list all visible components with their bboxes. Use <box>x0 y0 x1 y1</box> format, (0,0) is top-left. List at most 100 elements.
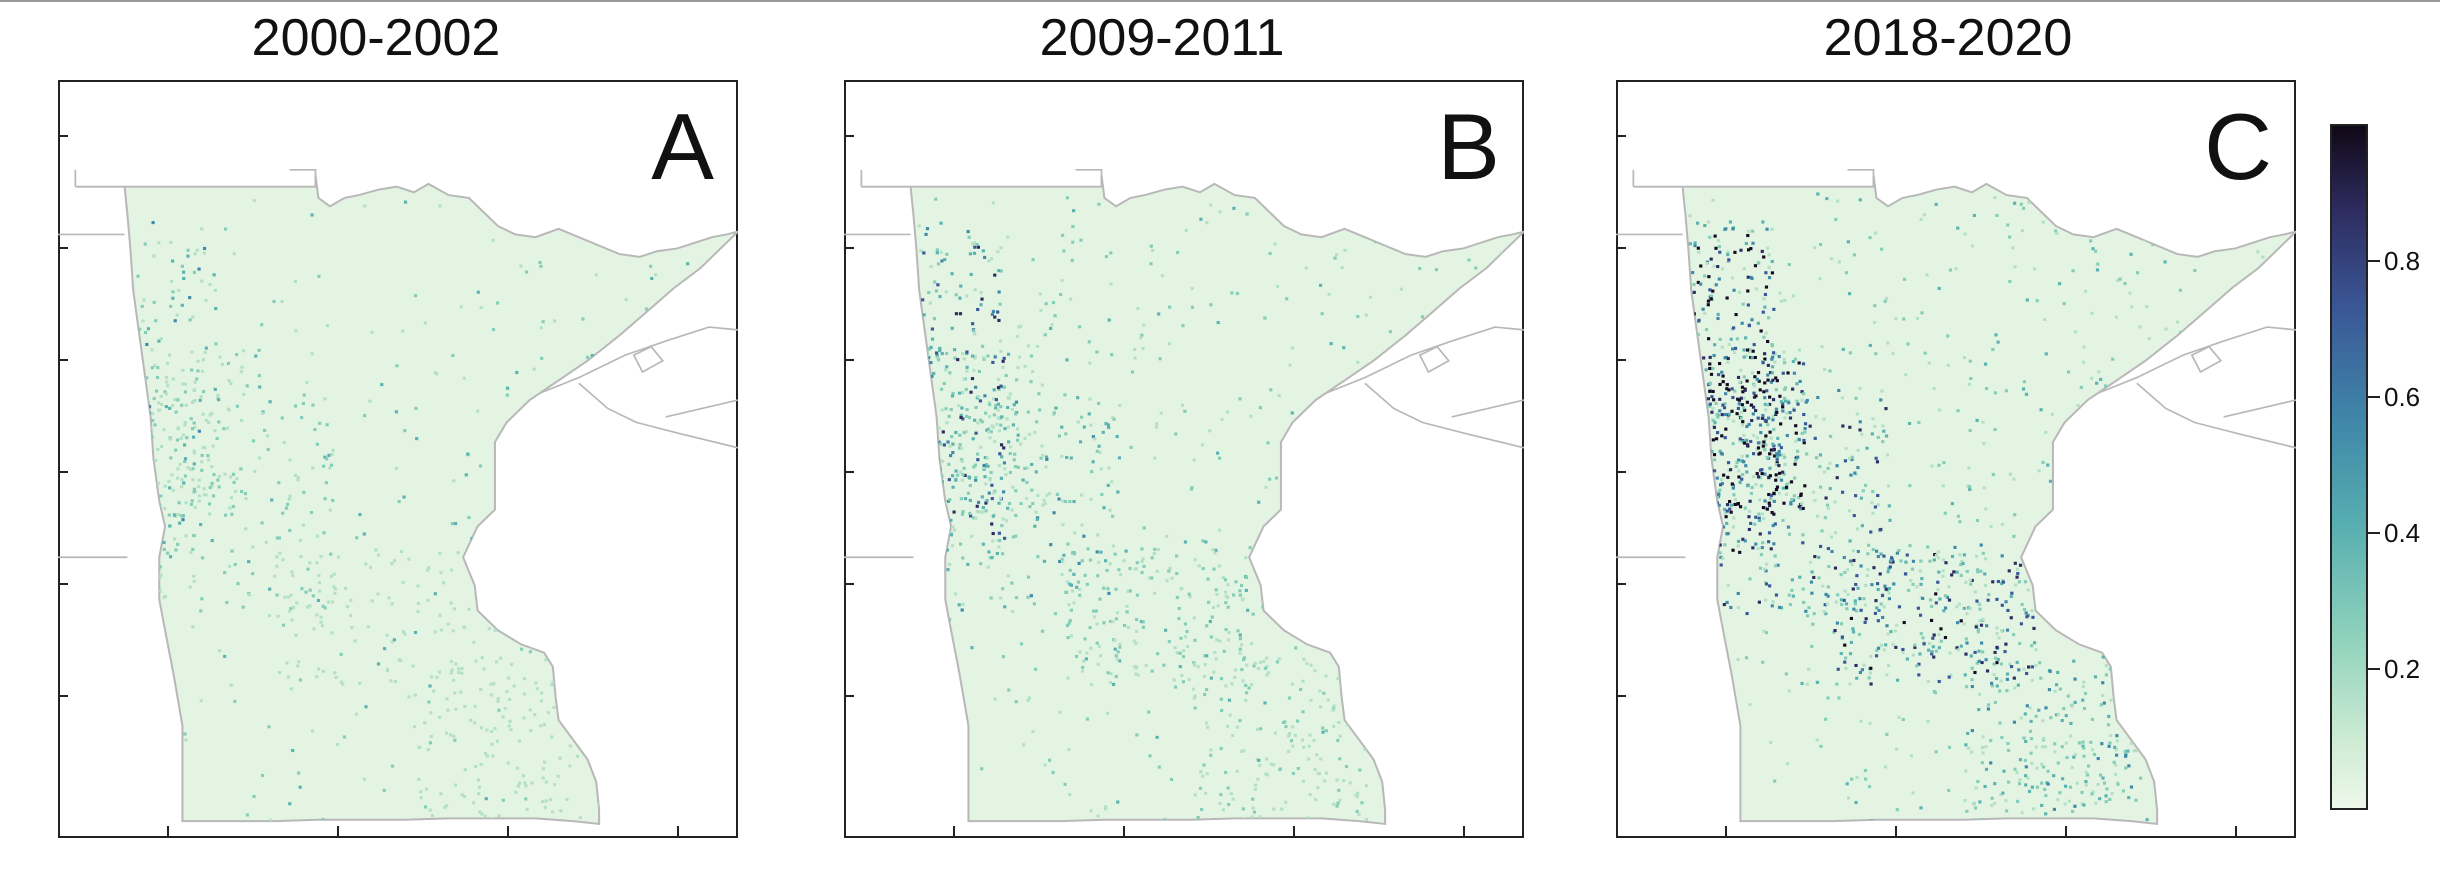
map-pixel <box>1897 605 1902 609</box>
map-pixel <box>463 625 467 629</box>
map-pixel <box>182 481 186 485</box>
map-pixel <box>165 766 169 770</box>
map-pixel <box>1929 618 1934 622</box>
map-pixel <box>624 377 628 381</box>
map-pixel <box>1303 204 1307 208</box>
map-pixel <box>1854 609 1859 613</box>
map-pixel <box>1698 515 1703 519</box>
map-pixel <box>528 708 532 712</box>
map-pixel <box>1301 710 1305 714</box>
map-pixel <box>213 387 217 391</box>
map-pixel <box>1710 410 1714 414</box>
map-pixel <box>157 401 161 405</box>
map-pixel <box>1209 303 1213 307</box>
map-pixel <box>2129 741 2133 745</box>
map-pixel <box>1740 459 1744 463</box>
map-pixel <box>529 729 533 733</box>
map-pixel <box>504 581 509 586</box>
map-pixel <box>1786 399 1790 403</box>
map-pixel <box>1697 414 1701 418</box>
map-pixel <box>1802 600 1806 605</box>
map-pixel <box>1226 595 1230 599</box>
map-pixel <box>223 472 227 476</box>
map-pixel <box>987 550 991 554</box>
map-pixel <box>1063 499 1068 504</box>
map-pixel <box>1314 797 1318 802</box>
map-pixel <box>952 348 957 352</box>
map-pixel <box>609 212 613 216</box>
map-pixel <box>1792 371 1796 375</box>
map-pixel <box>222 427 226 431</box>
map-pixel <box>2091 247 2095 251</box>
map-pixel <box>1063 393 1067 397</box>
map-pixel <box>1735 460 1739 465</box>
map-pixel <box>287 497 291 501</box>
map-pixel <box>280 299 284 304</box>
map-pixel <box>1937 463 1941 467</box>
map-pixel <box>275 564 279 568</box>
map-pixel <box>159 573 163 577</box>
map-pixel <box>2134 691 2138 695</box>
map-pixel <box>1113 552 1117 556</box>
map-pixel <box>1818 277 1822 281</box>
map-pixel <box>1911 559 1916 563</box>
map-pixel <box>1980 761 1984 765</box>
map-pixel <box>1193 694 1197 698</box>
map-pixel <box>1013 465 1018 469</box>
map-pixel <box>1277 611 1281 615</box>
map-pixel <box>938 509 942 513</box>
map-pixel <box>1834 600 1838 604</box>
map-pixel <box>427 566 431 570</box>
map-pixel <box>947 562 952 566</box>
map-pixel <box>2171 665 2175 669</box>
map-pixel <box>1083 637 1087 641</box>
map-pixel <box>1993 656 1998 660</box>
map-pixel <box>1244 683 1248 687</box>
map-pixel <box>573 641 577 645</box>
map-pixel <box>1447 371 1451 375</box>
map-pixel <box>1093 437 1097 441</box>
map-pixel <box>331 448 335 452</box>
map-pixel <box>1518 717 1522 721</box>
map-pixel <box>967 235 971 239</box>
map-pixel <box>328 508 332 512</box>
map-pixel <box>2113 745 2117 749</box>
map-pixel <box>1983 784 1987 789</box>
map-pixel <box>1191 687 1196 691</box>
map-pixel <box>1154 425 1159 429</box>
map-pixel <box>1769 497 1773 501</box>
map-pixel <box>1099 467 1103 471</box>
map-pixel <box>1770 365 1775 369</box>
map-pixel <box>1244 556 1248 560</box>
map-pixel <box>2138 325 2142 329</box>
map-pixel <box>2070 765 2074 770</box>
map-pixel <box>1829 257 1834 261</box>
map-pixel <box>203 446 207 450</box>
map-pixel <box>281 511 285 515</box>
neighbor-boundary <box>1364 382 1524 449</box>
map-pixel <box>133 453 137 457</box>
map-pixel <box>1247 686 1251 690</box>
map-pixel <box>316 598 321 603</box>
map-pixel <box>1771 418 1775 422</box>
map-pixel <box>1220 708 1224 713</box>
map-pixel <box>2147 386 2152 390</box>
map-pixel <box>1717 690 1721 694</box>
map-pixel <box>257 374 261 378</box>
map-pixel <box>453 783 458 787</box>
map-pixel <box>550 683 554 687</box>
map-pixel <box>1990 796 1994 800</box>
map-pixel <box>980 767 984 771</box>
map-pixel <box>1919 559 1923 563</box>
map-pixel <box>200 227 204 231</box>
map-pixel <box>1856 448 1860 452</box>
map-pixel <box>2084 783 2088 787</box>
map-pixel <box>1513 288 1517 292</box>
map-pixel <box>1232 593 1236 597</box>
map-pixel <box>192 534 196 538</box>
neighbor-boundary <box>2136 382 2296 449</box>
map-pixel <box>2082 803 2086 807</box>
map-pixel <box>954 430 958 435</box>
map-pixel <box>1487 771 1492 775</box>
map-pixel <box>1252 810 1257 814</box>
